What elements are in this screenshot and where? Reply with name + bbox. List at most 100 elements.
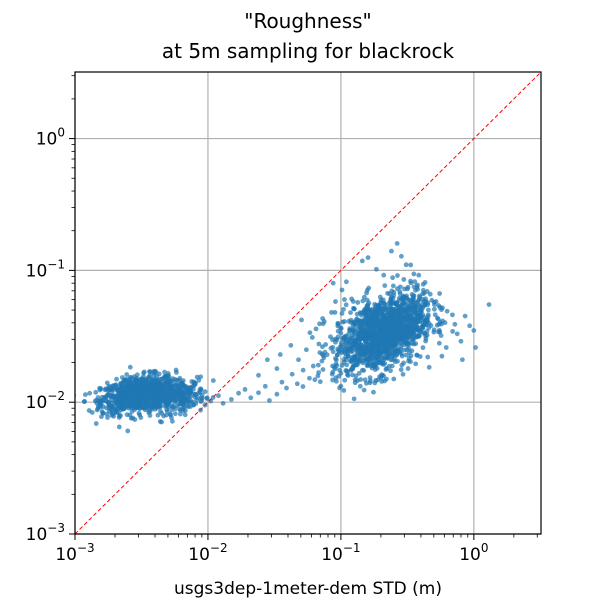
- data-point: [124, 372, 130, 377]
- data-point: [336, 349, 342, 354]
- data-point: [378, 297, 384, 303]
- data-point: [132, 377, 138, 382]
- data-point: [140, 404, 146, 410]
- data-point: [164, 398, 170, 403]
- data-point: [418, 329, 424, 335]
- data-point: [394, 323, 399, 329]
- data-point: [352, 362, 358, 368]
- x-axis-label: usgs3dep-1meter-dem STD (m): [174, 579, 442, 599]
- data-point: [390, 295, 396, 301]
- x-tick-label: 100: [459, 541, 488, 565]
- data-point: [404, 324, 410, 330]
- data-point: [366, 307, 371, 313]
- data-point: [351, 306, 357, 312]
- data-point: [398, 367, 404, 373]
- data-point: [228, 397, 234, 402]
- data-point: [113, 408, 119, 414]
- data-point: [162, 390, 167, 396]
- data-point: [387, 334, 393, 340]
- data-point: [388, 368, 393, 374]
- data-point: [375, 306, 380, 312]
- data-point: [393, 312, 399, 318]
- chart-title-line-1: "Roughness": [244, 9, 372, 33]
- data-point: [386, 363, 392, 369]
- data-point: [289, 371, 295, 377]
- data-point: [144, 402, 150, 408]
- data-point: [216, 393, 221, 399]
- data-point: [316, 370, 322, 375]
- data-point: [389, 248, 394, 254]
- data-point: [256, 372, 261, 378]
- data-point: [119, 398, 125, 404]
- data-point: [106, 402, 112, 407]
- data-point: [409, 340, 414, 346]
- data-point: [414, 318, 420, 324]
- data-point: [458, 338, 464, 344]
- data-point: [338, 325, 344, 331]
- data-point: [374, 365, 380, 371]
- data-point: [408, 359, 413, 365]
- data-point: [408, 262, 414, 268]
- data-point: [359, 258, 365, 264]
- data-point: [382, 283, 388, 289]
- data-point: [114, 376, 119, 382]
- data-point: [367, 316, 373, 322]
- data-point: [338, 383, 344, 389]
- data-point: [381, 301, 387, 307]
- data-point: [133, 382, 139, 388]
- data-point: [173, 367, 179, 373]
- data-point: [369, 334, 375, 340]
- data-point: [193, 392, 199, 398]
- data-point: [333, 361, 339, 367]
- data-point: [154, 374, 160, 379]
- data-point: [262, 383, 268, 389]
- data-point: [367, 331, 373, 336]
- data-point: [170, 387, 176, 393]
- data-point: [379, 372, 385, 378]
- data-point: [353, 373, 359, 379]
- data-point: [312, 377, 318, 383]
- data-point: [284, 385, 289, 391]
- data-point: [196, 377, 202, 383]
- data-point: [177, 375, 183, 381]
- data-point: [364, 290, 369, 296]
- data-point: [147, 369, 153, 375]
- data-point: [198, 386, 204, 392]
- data-point: [399, 309, 405, 315]
- data-point: [402, 286, 407, 292]
- data-point: [382, 361, 388, 366]
- data-point: [354, 311, 360, 317]
- data-point: [393, 332, 399, 337]
- data-point: [161, 381, 167, 387]
- data-point: [436, 329, 441, 335]
- data-point: [236, 390, 241, 396]
- data-point: [123, 386, 129, 392]
- data-point: [467, 323, 473, 329]
- data-point: [138, 415, 144, 420]
- data-point: [395, 273, 400, 278]
- data-point: [303, 347, 309, 353]
- data-point: [358, 344, 364, 350]
- data-point: [415, 302, 421, 308]
- data-point: [184, 403, 190, 409]
- data-point: [344, 362, 350, 368]
- data-point: [172, 383, 178, 389]
- data-point: [199, 392, 205, 398]
- data-point: [142, 380, 148, 386]
- data-point: [348, 310, 353, 315]
- data-point: [400, 371, 406, 377]
- data-point: [382, 330, 388, 336]
- data-point: [121, 405, 127, 411]
- data-point: [198, 374, 204, 380]
- data-point: [362, 307, 368, 312]
- data-point: [94, 397, 100, 403]
- data-point: [404, 347, 410, 353]
- data-point: [162, 369, 167, 375]
- data-point: [333, 378, 339, 384]
- data-point: [256, 390, 261, 396]
- data-point: [391, 307, 397, 313]
- data-point: [330, 280, 336, 286]
- data-point: [379, 321, 385, 327]
- data-point: [342, 297, 347, 302]
- data-point: [310, 363, 316, 369]
